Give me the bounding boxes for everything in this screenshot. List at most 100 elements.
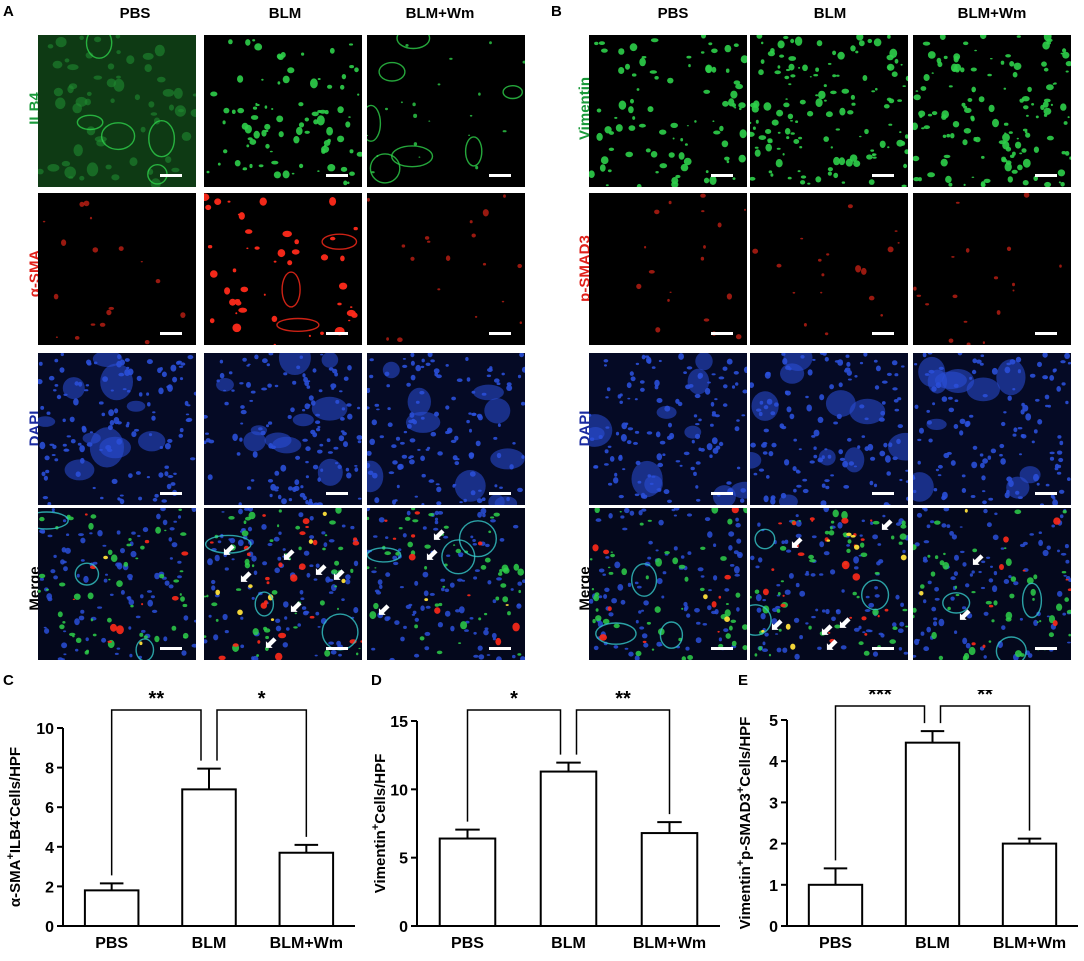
panel-b-micrograph-green-pbs <box>589 35 747 187</box>
panel-b-micrograph-blue-blm-wm <box>913 353 1071 505</box>
bar <box>438 837 497 928</box>
scale-bar <box>160 492 182 495</box>
panel-letter-b: B <box>551 3 562 20</box>
significance-label: * <box>510 690 518 710</box>
scale-bar <box>711 174 733 177</box>
white-arrow-marker: ⬋ <box>222 542 236 559</box>
x-tick-label: BLM+Wm <box>993 935 1066 952</box>
y-tick-label: 2 <box>45 879 54 896</box>
y-axis-label: Vimentin+p-SMAD3+Cells/HPF <box>735 717 754 930</box>
panel-b-micrograph-blue-pbs <box>589 353 747 505</box>
y-tick-label: 3 <box>769 795 778 812</box>
panel-letter-c: C <box>3 672 14 689</box>
bar <box>1001 842 1058 928</box>
panel-b-col-header-pbs: PBS <box>657 5 689 22</box>
white-arrow-marker: ⬋ <box>825 637 839 654</box>
panel-b-micrograph-merge-pbs <box>589 508 747 660</box>
significance-label: ** <box>149 690 165 710</box>
panel-b-micrograph-red-pbs <box>589 193 747 345</box>
scale-bar <box>326 647 348 650</box>
scale-bar <box>1035 492 1057 495</box>
panel-b-micrograph-blue-blm <box>750 353 908 505</box>
x-tick-label: PBS <box>451 935 484 952</box>
significance-bracket <box>466 709 562 822</box>
x-tick-label: BLM <box>192 935 227 952</box>
panel-letter-d: D <box>371 672 382 689</box>
panel-b-micrograph-red-blm <box>750 193 908 345</box>
scale-bar <box>711 332 733 335</box>
white-arrow-marker: ⬋ <box>289 599 303 616</box>
panel-b-micrograph-merge-blm-wm: ⬋ ⬋ <box>913 508 1071 660</box>
y-axis-label: Vimentin+Cells/HPF <box>370 754 389 894</box>
panel-b-micrograph-red-blm-wm <box>913 193 1071 345</box>
white-arrow-marker: ⬋ <box>377 602 391 619</box>
panel-a-micrograph-red-blm <box>204 193 362 345</box>
x-tick-label: PBS <box>95 935 128 952</box>
significance-label: ** <box>615 690 631 710</box>
scale-bar <box>326 492 348 495</box>
scale-bar <box>489 332 511 335</box>
y-axis-label: α-SMA+ILB4-Cells/HPF <box>5 747 24 907</box>
panel-a-col-header-pbs: PBS <box>119 5 151 22</box>
scale-bar <box>489 174 511 177</box>
significance-bracket <box>110 709 202 876</box>
white-arrow-marker: ⬋ <box>880 517 894 534</box>
significance-label: *** <box>868 690 892 706</box>
white-arrow-marker: ⬋ <box>264 635 278 652</box>
panel-a-micrograph-blue-pbs <box>38 353 196 505</box>
y-tick-label: 2 <box>769 837 778 854</box>
white-arrow-marker: ⬋ <box>770 617 784 634</box>
white-arrow-marker: ⬋ <box>958 607 972 624</box>
scale-bar <box>872 492 894 495</box>
significance-label: ** <box>977 690 993 706</box>
panel-b-micrograph-green-blm <box>750 35 908 187</box>
white-arrow-marker: ⬋ <box>314 562 328 579</box>
panel-b-micrograph-green-blm-wm <box>913 35 1071 187</box>
scale-bar <box>872 332 894 335</box>
panel-a-micrograph-blue-blm <box>204 353 362 505</box>
white-arrow-marker: ⬋ <box>820 622 834 639</box>
y-tick-label: 4 <box>45 840 54 857</box>
panel-a-micrograph-green-blm-wm <box>367 35 525 187</box>
panel-a-micrograph-merge-pbs <box>38 508 196 660</box>
significance-bracket <box>834 705 926 861</box>
panel-letter-a: A <box>3 3 14 20</box>
y-tick-label: 0 <box>769 919 778 936</box>
significance-label: * <box>258 690 266 710</box>
panel-b-micrograph-merge-blm: ⬋ ⬋ ⬋ ⬋ ⬋ ⬋ <box>750 508 908 660</box>
panel-a-micrograph-red-pbs <box>38 193 196 345</box>
bar <box>640 832 699 927</box>
white-arrow-marker: ⬋ <box>332 567 346 584</box>
white-arrow-marker: ⬋ <box>971 552 985 569</box>
scale-bar <box>160 332 182 335</box>
y-tick-label: 10 <box>390 782 408 799</box>
panel-a-micrograph-green-blm <box>204 35 362 187</box>
bar <box>539 770 598 927</box>
scale-bar <box>1035 174 1057 177</box>
scale-bar <box>872 174 894 177</box>
bar <box>83 889 140 927</box>
white-arrow-marker: ⬋ <box>790 535 804 552</box>
x-tick-label: PBS <box>819 935 852 952</box>
panel-b-col-header-blm: BLM <box>813 5 847 22</box>
x-tick-label: BLM+Wm <box>633 935 706 952</box>
bar <box>278 851 335 928</box>
scale-bar <box>711 647 733 650</box>
x-tick-label: BLM <box>915 935 950 952</box>
panel-a-micrograph-blue-blm-wm <box>367 353 525 505</box>
y-tick-label: 5 <box>399 851 408 868</box>
significance-bracket <box>216 709 308 837</box>
panel-a-col-header-blm-wm: BLM+Wm <box>405 5 475 22</box>
significance-bracket <box>939 705 1031 831</box>
y-tick-label: 10 <box>36 721 54 738</box>
scale-bar <box>872 647 894 650</box>
scale-bar <box>711 492 733 495</box>
y-tick-label: 15 <box>390 714 408 731</box>
white-arrow-marker: ⬋ <box>239 569 253 586</box>
significance-bracket <box>575 709 671 815</box>
y-tick-label: 4 <box>769 754 778 771</box>
y-tick-label: 0 <box>399 919 408 936</box>
